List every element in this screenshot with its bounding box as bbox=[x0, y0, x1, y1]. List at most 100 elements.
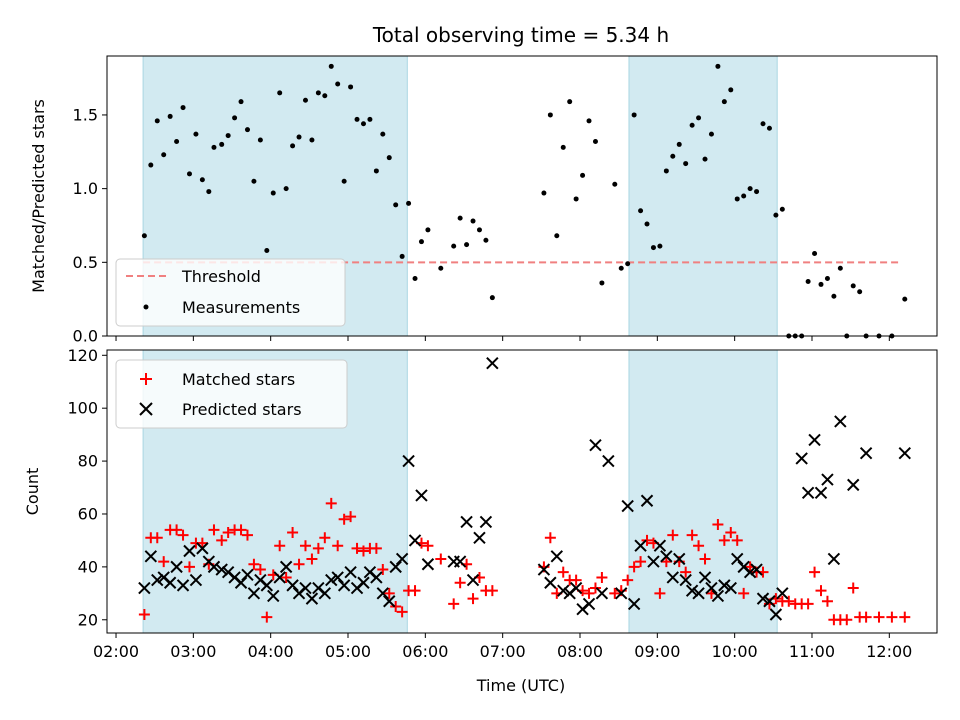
predicted-star-point bbox=[763, 595, 776, 608]
measurement-point bbox=[818, 281, 824, 287]
matched-star-point bbox=[208, 524, 220, 536]
legend-predicted-label: Predicted stars bbox=[182, 400, 302, 419]
measurement-point bbox=[812, 250, 818, 256]
matched-star-point bbox=[731, 534, 743, 546]
matched-star-point bbox=[693, 540, 705, 552]
measurement-point bbox=[676, 141, 682, 147]
x-tick-label: 05:00 bbox=[325, 642, 371, 661]
predicted-star-point bbox=[666, 571, 679, 584]
measurement-point bbox=[483, 237, 489, 243]
y-tick-label: 80 bbox=[78, 452, 98, 471]
measurement-point bbox=[322, 93, 328, 99]
matched-star-points bbox=[138, 497, 911, 626]
matched-star-point bbox=[312, 542, 324, 554]
measurement-point bbox=[451, 243, 457, 249]
predicted-star-point bbox=[402, 454, 415, 468]
predicted-star-point bbox=[653, 539, 667, 552]
matched-star-point bbox=[802, 598, 814, 610]
measurement-point bbox=[257, 137, 263, 143]
predicted-star-point bbox=[557, 584, 570, 597]
predicted-star-point bbox=[273, 571, 286, 584]
predicted-star-point bbox=[595, 587, 609, 600]
matched-star-point bbox=[377, 564, 389, 576]
matched-star-point bbox=[196, 537, 208, 549]
matched-star-point bbox=[235, 524, 247, 536]
x-tick-label: 08:00 bbox=[557, 642, 603, 661]
predicted-star-point bbox=[176, 579, 190, 592]
x-tick-label: 09:00 bbox=[634, 642, 680, 661]
predicted-star-point bbox=[550, 550, 564, 563]
measurement-point bbox=[470, 218, 476, 224]
measurement-point bbox=[541, 190, 547, 196]
predicted-star-point bbox=[331, 571, 344, 584]
matched-star-point bbox=[151, 532, 163, 544]
matched-star-point bbox=[660, 556, 672, 568]
predicted-star-point bbox=[305, 592, 319, 605]
predicted-star-point bbox=[756, 592, 770, 605]
measurement-point bbox=[741, 193, 747, 199]
predicted-star-point bbox=[602, 454, 615, 468]
matched-star-point bbox=[738, 587, 750, 599]
measurement-point bbox=[412, 276, 418, 282]
predicted-star-point bbox=[692, 587, 705, 600]
predicted-star-point bbox=[357, 576, 370, 589]
matched-star-point bbox=[248, 558, 260, 570]
measurement-point bbox=[683, 161, 689, 167]
predicted-star-point bbox=[685, 584, 699, 597]
predicted-star-point bbox=[408, 534, 422, 547]
y-tick-label: 60 bbox=[78, 504, 98, 523]
predicted-star-point bbox=[286, 579, 299, 592]
measurement-point bbox=[708, 131, 714, 137]
matched-star-point bbox=[622, 574, 634, 586]
chart-title: Total observing time = 5.34 h bbox=[372, 23, 669, 47]
measurement-point bbox=[406, 200, 412, 206]
measurement-point bbox=[148, 162, 154, 168]
matched-star-point bbox=[370, 542, 382, 554]
measurement-point bbox=[206, 189, 212, 195]
predicted-star-point bbox=[582, 597, 596, 611]
measurement-point bbox=[554, 233, 560, 239]
measurement-point bbox=[837, 265, 843, 271]
measurement-point bbox=[335, 81, 341, 87]
matched-star-point bbox=[274, 540, 286, 552]
measurement-point bbox=[302, 97, 308, 103]
predicted-star-point bbox=[260, 579, 274, 592]
predicted-star-point bbox=[486, 357, 499, 370]
matched-star-point bbox=[899, 611, 911, 623]
matched-star-point bbox=[544, 532, 556, 544]
measurement-point bbox=[464, 242, 470, 248]
predicted-star-point bbox=[808, 433, 821, 447]
measurement-point bbox=[612, 181, 618, 187]
bottom-axes-frame bbox=[106, 349, 938, 634]
measurement-point bbox=[489, 295, 495, 301]
predicted-star-point bbox=[234, 576, 248, 589]
matched-star-point bbox=[860, 611, 872, 623]
matched-star-point bbox=[396, 606, 408, 618]
measurement-point bbox=[373, 168, 379, 174]
measurement-point bbox=[328, 63, 334, 69]
matched-star-point bbox=[448, 598, 460, 610]
predicted-star-point bbox=[163, 576, 177, 589]
measurement-point bbox=[476, 227, 482, 233]
measurement-point bbox=[766, 125, 772, 131]
y-tick-label: 40 bbox=[78, 557, 98, 576]
predicted-star-point bbox=[743, 565, 757, 579]
matched-star-point bbox=[467, 593, 479, 605]
predicted-star-point bbox=[196, 542, 209, 555]
measurement-point bbox=[180, 105, 186, 111]
measurement-point bbox=[296, 134, 302, 140]
matched-star-point bbox=[293, 558, 305, 570]
measurement-point bbox=[689, 122, 695, 128]
predicted-star-point bbox=[621, 499, 634, 513]
measurement-point bbox=[264, 248, 270, 254]
matched-star-point bbox=[357, 545, 369, 557]
predicted-star-point bbox=[615, 587, 628, 600]
measurement-point bbox=[560, 144, 566, 150]
top-y-axis-label: Matched/Predicted stars bbox=[29, 99, 48, 293]
matched-star-point bbox=[718, 534, 730, 546]
measurement-point bbox=[386, 155, 392, 161]
legend-matched-swatch bbox=[140, 373, 152, 385]
matched-star-point bbox=[609, 587, 621, 599]
measurement-point bbox=[618, 265, 624, 271]
measurement-point bbox=[277, 90, 283, 96]
